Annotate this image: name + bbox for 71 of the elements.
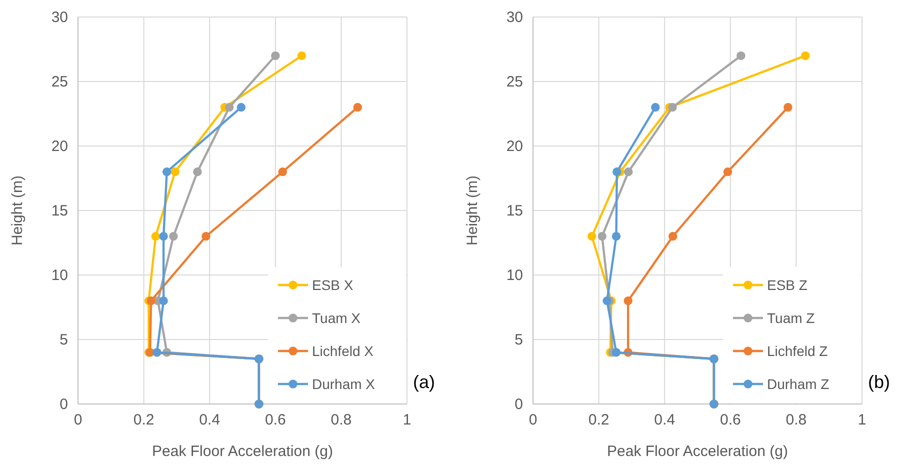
- point: [162, 167, 172, 176]
- x-tick-label: 0.8: [330, 412, 352, 429]
- point: [588, 232, 596, 241]
- x-tick-label: 0.2: [588, 412, 610, 429]
- y-tick-label: 30: [51, 8, 68, 26]
- y-tick-label: 25: [51, 73, 68, 90]
- x-tick-label: 0.2: [133, 412, 154, 429]
- x-tick-label: 1: [402, 412, 412, 429]
- x-tick-label: 0.4: [199, 412, 220, 429]
- legend-label: Tuam Z: [767, 310, 816, 326]
- x-tick-label: 0.6: [264, 412, 286, 429]
- point: [151, 232, 160, 241]
- point: [278, 167, 288, 176]
- point: [723, 167, 732, 176]
- x-tick-label: 1: [858, 412, 866, 429]
- y-axis-title: Height (m): [9, 175, 26, 246]
- x-tick-label: 0: [74, 412, 82, 429]
- y-tick-label: 0: [60, 396, 68, 413]
- point: [612, 348, 621, 357]
- point: [801, 51, 810, 60]
- point: [159, 232, 168, 241]
- legend-label: Durham Z: [767, 376, 830, 392]
- point: [612, 167, 622, 176]
- x-tick-label: 0.4: [654, 412, 676, 429]
- legend-label: ESB Z: [767, 276, 808, 293]
- y-tick-label: 5: [514, 331, 523, 348]
- text: (a): [413, 372, 435, 392]
- point: [353, 102, 362, 112]
- point: [170, 167, 180, 176]
- point: [202, 232, 210, 241]
- point: [668, 232, 678, 241]
- y-tick-label: 0: [514, 396, 523, 413]
- point: [736, 51, 746, 60]
- y-tick-label: 5: [60, 331, 68, 348]
- text: (b): [868, 372, 890, 392]
- point: [784, 102, 792, 112]
- point: [159, 296, 168, 306]
- legend-label: Tuam X: [312, 310, 362, 326]
- point: [602, 296, 612, 306]
- x-axis-title: Peak Floor Acceleration (g): [607, 443, 788, 460]
- point: [297, 51, 306, 60]
- y-tick-label: 20: [51, 138, 68, 155]
- point: [668, 102, 677, 112]
- point: [612, 232, 621, 241]
- y-tick-label: 15: [506, 202, 523, 220]
- x-tick-label: 0.6: [720, 412, 741, 429]
- point: [224, 102, 234, 112]
- point: [236, 102, 246, 112]
- point: [624, 167, 633, 176]
- legend-label: Durham X: [312, 376, 376, 392]
- y-tick-label: 15: [51, 202, 68, 220]
- point: [193, 167, 202, 176]
- point: [146, 296, 156, 306]
- point: [624, 296, 632, 306]
- point: [152, 348, 162, 357]
- point: [271, 51, 280, 60]
- y-tick-label: 30: [506, 8, 523, 26]
- y-tick-label: 10: [51, 266, 68, 284]
- legend-label: Lichfeld X: [312, 342, 374, 359]
- y-tick-label: 20: [506, 138, 523, 155]
- legend-label: ESB X: [312, 276, 354, 293]
- x-tick-label: 0: [528, 412, 538, 429]
- point: [169, 232, 178, 241]
- y-tick-label: 10: [506, 266, 523, 284]
- y-axis-title: Height (m): [464, 175, 481, 246]
- x-tick-label: 0.8: [786, 412, 807, 429]
- x-axis-title: Peak Floor Acceleration (g): [152, 443, 333, 460]
- point: [651, 102, 660, 112]
- point: [598, 232, 606, 241]
- y-tick-label: 25: [506, 73, 523, 90]
- legend-label: Lichfeld Z: [767, 342, 828, 359]
